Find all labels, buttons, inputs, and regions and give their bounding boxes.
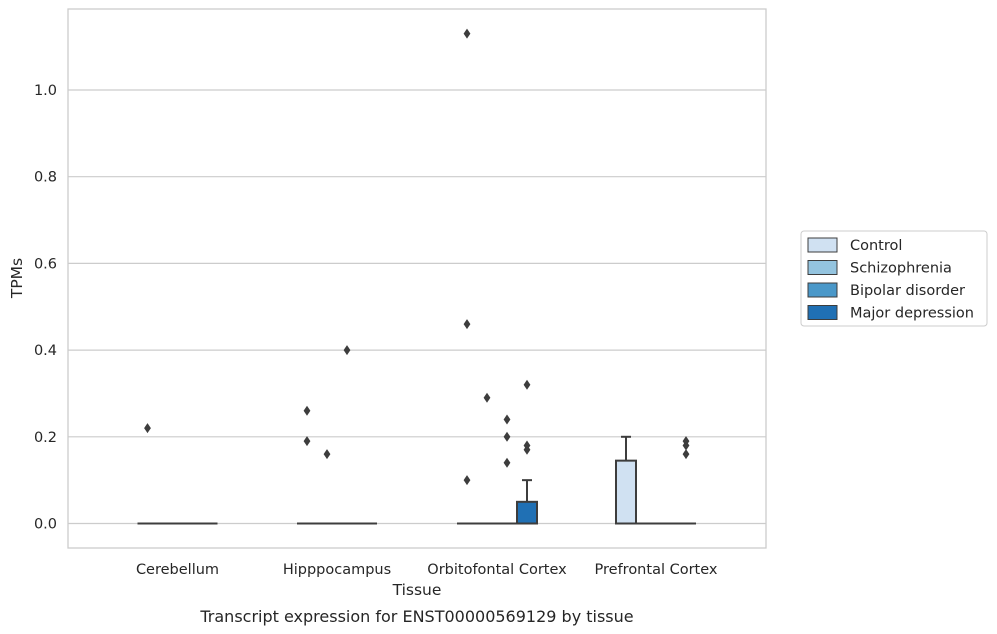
outlier-point — [323, 449, 331, 460]
outlier-point — [343, 345, 351, 356]
legend-swatch — [807, 282, 838, 298]
legend-label: Schizophrenia — [850, 261, 952, 277]
outlier-point — [463, 475, 471, 486]
outlier-point — [303, 436, 311, 447]
outlier-point — [503, 414, 511, 425]
box-body — [516, 500, 538, 525]
outlier-point — [463, 28, 471, 39]
outlier-point — [523, 379, 531, 390]
legend: Control Schizophrenia Bipolar disorder Majo… — [800, 230, 988, 327]
legend-label: Major depression — [850, 306, 974, 322]
legend-label: Control — [850, 238, 902, 254]
legend-swatch — [807, 237, 838, 253]
outlier-point — [503, 431, 511, 442]
y-tick-label: 0.8 — [34, 170, 57, 186]
box-major-depression — [516, 479, 538, 525]
y-tick-label: 0.2 — [34, 430, 57, 446]
outlier-point — [483, 392, 491, 403]
y-tick-label: 0.4 — [34, 343, 57, 359]
boxes — [137, 435, 696, 525]
y-tick-label: 0.6 — [34, 256, 57, 272]
legend-swatch — [807, 305, 838, 320]
gridlines — [68, 89, 766, 525]
outliers — [144, 28, 690, 486]
x-tick-labels: Cerebellum Hipppocampus Orbitofontal Corte… — [136, 562, 718, 578]
outlier-point — [523, 440, 531, 451]
outlier-point — [303, 405, 311, 416]
y-axis-title: TPMs — [8, 258, 26, 299]
x-tick-label: Cerebellum — [136, 562, 219, 578]
legend-frame — [800, 230, 988, 327]
outlier-point — [503, 457, 511, 468]
legend-label: Bipolar disorder — [850, 283, 965, 299]
box-body — [615, 459, 637, 525]
legend-swatch — [807, 260, 838, 275]
x-axis-title: Tissue — [392, 581, 442, 599]
outlier-point — [682, 449, 690, 460]
plot-frame — [67, 8, 767, 549]
outlier-point — [463, 319, 471, 330]
outlier-point — [144, 423, 151, 434]
x-tick-label: Prefrontal Cortex — [595, 562, 718, 578]
box-control — [615, 435, 637, 525]
y-tick-label: 1.0 — [34, 83, 57, 99]
outlier-point — [682, 436, 690, 447]
y-tick-label: 0.0 — [34, 517, 57, 533]
y-tick-labels: 0.0 0.2 0.4 0.6 0.8 1.0 — [34, 83, 57, 533]
x-tick-label: Hipppocampus — [283, 562, 391, 578]
chart-caption: Transcript expression for ENST0000056912… — [199, 607, 633, 626]
x-tick-label: Orbitofontal Cortex — [427, 562, 567, 578]
